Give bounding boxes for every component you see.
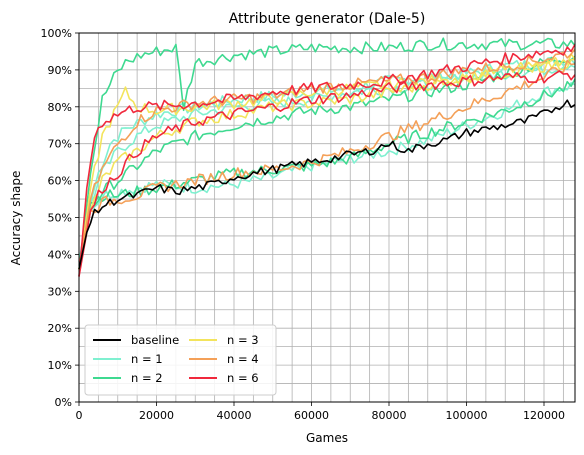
series-line-baseline bbox=[78, 99, 576, 270]
x-tick-label: 60000 bbox=[294, 409, 329, 422]
y-axis-ticks: 0% 10% 20% 30% 40% 50% 60% 70% 80% 90% 100% bbox=[41, 27, 79, 409]
legend-label: n = 3 bbox=[227, 333, 259, 347]
x-tick-label: 0 bbox=[76, 409, 83, 422]
x-tick-label: 80000 bbox=[372, 409, 407, 422]
series-line-2-run-0 bbox=[78, 37, 576, 270]
x-tick-label: 40000 bbox=[217, 409, 252, 422]
legend-box bbox=[84, 324, 277, 396]
x-axis-ticks: 0 20000 40000 60000 80000 100000 120000 bbox=[76, 402, 565, 422]
y-tick-label: 70% bbox=[48, 138, 72, 151]
series-line-5-run-0 bbox=[78, 44, 576, 277]
legend-label: baseline bbox=[131, 333, 179, 347]
series-layer bbox=[78, 37, 576, 277]
y-tick-label: 80% bbox=[48, 101, 72, 114]
y-tick-label: 20% bbox=[48, 322, 72, 335]
legend-label: n = 4 bbox=[227, 352, 259, 366]
legend-label: n = 6 bbox=[227, 371, 259, 385]
y-tick-label: 100% bbox=[41, 27, 72, 40]
y-tick-label: 30% bbox=[48, 285, 72, 298]
x-tick-label: 120000 bbox=[523, 409, 565, 422]
x-axis-label: Games bbox=[306, 431, 348, 445]
y-tick-label: 10% bbox=[48, 359, 72, 372]
legend-label: n = 2 bbox=[131, 371, 163, 385]
y-tick-label: 40% bbox=[48, 248, 72, 261]
legend: baseline n = 1 n = 2 n = 3 n = 4 n = 6 bbox=[84, 324, 277, 396]
x-tick-label: 20000 bbox=[139, 409, 174, 422]
series-line-4-run-1 bbox=[78, 59, 576, 270]
series-line-5-run-1 bbox=[78, 70, 576, 277]
series-line-2-run-2 bbox=[78, 78, 576, 270]
y-tick-label: 90% bbox=[48, 64, 72, 77]
y-tick-label: 0% bbox=[55, 396, 72, 409]
chart-title: Attribute generator (Dale-5) bbox=[229, 11, 426, 27]
legend-label: n = 1 bbox=[131, 352, 163, 366]
x-tick-label: 100000 bbox=[446, 409, 488, 422]
y-tick-label: 60% bbox=[48, 175, 72, 188]
series-line-1-run-2 bbox=[78, 64, 576, 270]
y-tick-label: 50% bbox=[48, 212, 72, 225]
y-axis-label: Accuracy shape bbox=[9, 171, 23, 266]
series-line-3-run-0 bbox=[78, 58, 576, 270]
